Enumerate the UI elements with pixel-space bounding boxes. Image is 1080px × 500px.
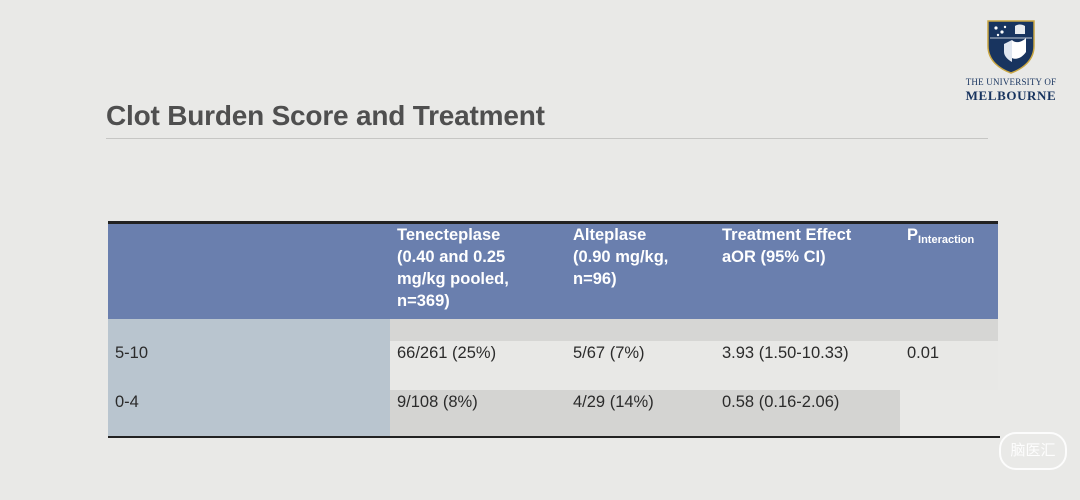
university-logo: THE UNIVERSITY OF MELBOURNE [962,18,1060,104]
header-text: Treatment Effect [722,226,852,244]
slide-title: Clot Burden Score and Treatment [106,100,545,131]
header-text: n=96) [573,270,617,288]
cell-p-interaction: 0.01 [907,344,940,362]
table-bottom-rule [108,436,1000,438]
header-tenecteplase: Tenecteplase (0.40 and 0.25 mg/kg pooled… [397,224,509,312]
table-row-band [390,341,998,390]
table-row-band [390,390,900,436]
header-text: (0.90 mg/kg, [573,248,669,266]
header-text: aOR (95% CI) [722,248,826,266]
results-table: Tenecteplase (0.40 and 0.25 mg/kg pooled… [108,221,1000,439]
header-text: n=369) [397,292,450,310]
watermark-badge: 脑医汇 [999,432,1067,470]
cell-tenecteplase: 66/261 (25%) [397,344,497,362]
logo-text-line1: THE UNIVERSITY OF [965,77,1057,87]
table-header-band [108,221,998,322]
header-p-interaction: PInteraction [907,224,974,251]
title-divider [106,138,988,139]
header-p-main: P [907,226,919,244]
cell-treatment-effect: 0.58 (0.16-2.06) [722,393,840,411]
logo-text-line2: MELBOURNE [965,88,1057,103]
row-label: 0-4 [115,393,139,411]
cell-alteplase: 5/67 (7%) [573,344,645,362]
university-crest-icon [987,20,1035,74]
cell-alteplase: 4/29 (14%) [573,393,654,411]
cell-tenecteplase: 9/108 (8%) [397,393,478,411]
cell-treatment-effect: 3.93 (1.50-10.33) [722,344,849,362]
header-text: (0.40 and 0.25 [397,248,506,266]
header-text: Tenecteplase [397,226,501,244]
header-alteplase: Alteplase (0.90 mg/kg, n=96) [573,224,668,290]
header-text: Alteplase [573,226,647,244]
header-text: mg/kg pooled, [397,270,509,288]
header-p-subscript: Interaction [918,234,975,246]
table-row-spacer [390,319,998,341]
header-treatment-effect: Treatment Effect aOR (95% CI) [722,224,851,268]
row-label-column [108,319,390,436]
row-label: 5-10 [115,344,149,362]
